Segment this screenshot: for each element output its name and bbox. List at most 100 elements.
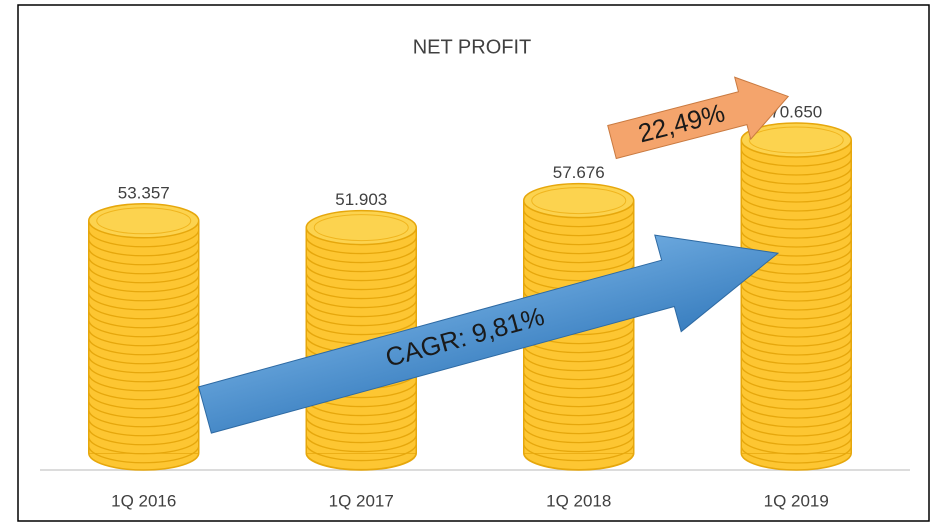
coin-stripe bbox=[88, 238, 200, 257]
coin-stripe bbox=[88, 364, 200, 383]
coin-stripe bbox=[740, 319, 852, 338]
coin-stripe bbox=[740, 427, 852, 446]
coin-stripe bbox=[88, 418, 200, 437]
coin-stripe bbox=[305, 317, 417, 336]
coin-stripe bbox=[740, 193, 852, 212]
coin-stripe bbox=[523, 452, 635, 471]
coin-stripe bbox=[740, 301, 852, 320]
coin-stripe bbox=[305, 263, 417, 282]
x-tick-label: 1Q 2016 bbox=[111, 491, 176, 510]
coin-stripe bbox=[523, 236, 635, 255]
coin-top-inner bbox=[96, 207, 192, 235]
coin-stripe bbox=[88, 355, 200, 374]
coin-stripe bbox=[740, 175, 852, 194]
coin-stripe bbox=[88, 310, 200, 329]
coin-stripe bbox=[88, 427, 200, 446]
coin-stripe bbox=[88, 382, 200, 401]
coin-stripe bbox=[305, 272, 417, 291]
coin-top bbox=[523, 182, 635, 219]
coin-stripe bbox=[740, 148, 852, 167]
coin-stripe bbox=[523, 443, 635, 462]
coin-stripe bbox=[740, 355, 852, 374]
coin-stripe bbox=[740, 400, 852, 419]
coin-stripe bbox=[88, 409, 200, 428]
coin-stripe bbox=[740, 382, 852, 401]
coin-stripe bbox=[88, 274, 200, 293]
coin-top-inner bbox=[313, 214, 409, 242]
coin-stripe bbox=[740, 364, 852, 383]
coin-stripe bbox=[88, 301, 200, 320]
coin-stripe bbox=[523, 425, 635, 444]
coin-stripe bbox=[523, 416, 635, 435]
coin-stripe bbox=[523, 245, 635, 264]
coin-stripe bbox=[740, 418, 852, 437]
coin-stripe bbox=[523, 227, 635, 246]
x-tick-label: 1Q 2018 bbox=[546, 491, 611, 510]
coin-stripe bbox=[740, 283, 852, 302]
coin-stripe bbox=[88, 256, 200, 275]
chart-title: NET PROFIT bbox=[413, 36, 532, 58]
coin-stripe bbox=[305, 299, 417, 318]
coin-stripe bbox=[305, 245, 417, 264]
coin-stripe bbox=[88, 445, 200, 464]
coin-stripe bbox=[88, 328, 200, 347]
coin-stripe bbox=[305, 425, 417, 444]
coin-stripe bbox=[305, 308, 417, 327]
coin-stripe bbox=[305, 254, 417, 273]
coin-stripe bbox=[88, 346, 200, 365]
coin-stripe bbox=[88, 337, 200, 356]
x-tick-label: 1Q 2019 bbox=[764, 491, 829, 510]
coin-stripe bbox=[88, 283, 200, 302]
coin-stripe bbox=[88, 436, 200, 455]
coin-stripe bbox=[740, 292, 852, 311]
coin-top-inner bbox=[531, 187, 627, 215]
coin-stripe bbox=[740, 328, 852, 347]
coin-stripe bbox=[523, 371, 635, 390]
value-label: 51.903 bbox=[335, 190, 387, 209]
coin-stripe bbox=[740, 436, 852, 455]
coin-stripe bbox=[88, 292, 200, 311]
coin-stripe bbox=[523, 389, 635, 408]
coin-stripe bbox=[740, 445, 852, 464]
coin-stripe bbox=[523, 209, 635, 228]
coin-stripe bbox=[523, 353, 635, 372]
coin-bottom bbox=[740, 452, 853, 471]
coin-stripe bbox=[88, 373, 200, 392]
coin-stripe bbox=[305, 281, 417, 300]
coin-stripe bbox=[305, 443, 417, 462]
coin-stripe bbox=[305, 452, 417, 471]
coin-stripe bbox=[740, 373, 852, 392]
arrow-shape bbox=[607, 76, 790, 160]
coin-stripe bbox=[740, 409, 852, 428]
coin-stripe bbox=[523, 344, 635, 363]
coin-stripe bbox=[740, 238, 852, 257]
coin-top bbox=[305, 209, 417, 246]
coin-stripe bbox=[740, 166, 852, 185]
coin-stripe bbox=[740, 229, 852, 248]
stacks: 53.357 1Q 2016 51.903 1Q 2017 57.676 1Q 2018 7… bbox=[87, 102, 853, 510]
coin-stripe bbox=[740, 220, 852, 239]
x-tick-label: 1Q 2017 bbox=[329, 491, 394, 510]
value-label: 70.650 bbox=[770, 102, 822, 121]
coin-stripe bbox=[740, 391, 852, 410]
coin-top-inner bbox=[748, 126, 844, 154]
coin-stripe bbox=[305, 434, 417, 453]
arrow-shape bbox=[198, 234, 780, 434]
value-label: 57.676 bbox=[553, 163, 605, 182]
coin-stripe bbox=[740, 157, 852, 176]
coin-stripe bbox=[740, 202, 852, 221]
value-label: 53.357 bbox=[118, 183, 170, 202]
coin-stripe bbox=[523, 380, 635, 399]
coin-stripe bbox=[523, 254, 635, 273]
coin-stripe bbox=[88, 229, 200, 248]
coin-stripe bbox=[305, 236, 417, 255]
coin-stripe bbox=[740, 310, 852, 329]
coin-top bbox=[88, 203, 200, 239]
coin-stripe bbox=[305, 290, 417, 309]
coin-stripe bbox=[523, 218, 635, 237]
coin-stripe bbox=[305, 416, 417, 435]
coin-stripe bbox=[740, 274, 852, 293]
coin-stripe bbox=[88, 319, 200, 338]
coin-stripe bbox=[88, 400, 200, 419]
